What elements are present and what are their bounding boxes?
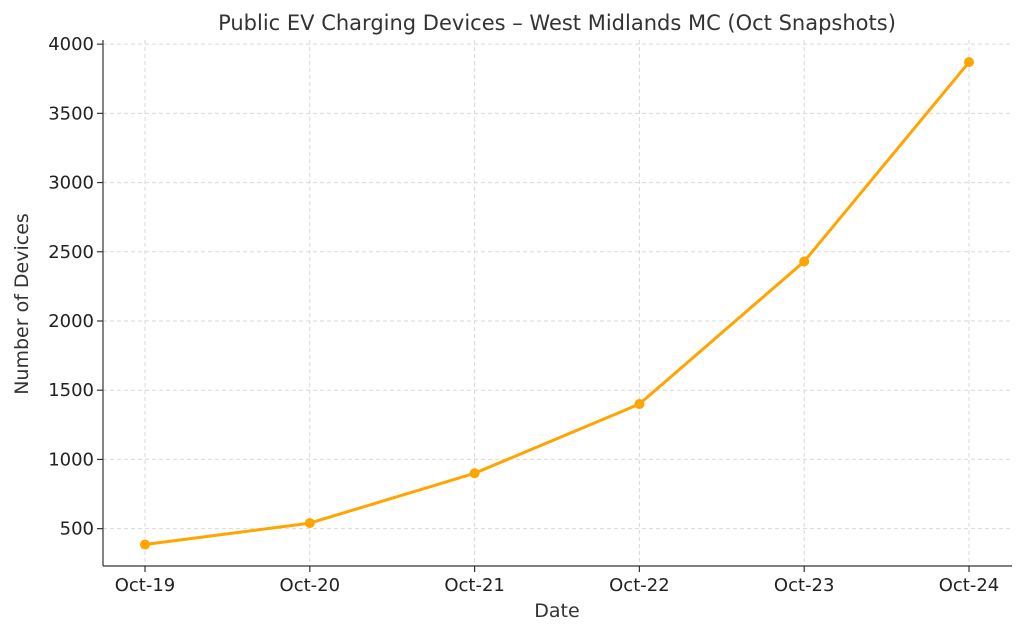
data-point (469, 468, 480, 479)
y-tick-label: 3000 (48, 173, 94, 194)
x-tick-label: Oct-19 (115, 575, 176, 596)
data-point (799, 256, 810, 267)
x-axis-label: Date (534, 600, 579, 622)
y-tick-label: 4000 (48, 34, 94, 55)
series-line (143, 60, 971, 547)
data-point (634, 399, 645, 410)
y-axis-label: Number of Devices (11, 213, 33, 395)
data-point (140, 539, 150, 550)
x-tick-label: Oct-24 (939, 575, 1000, 596)
axes (102, 40, 1012, 567)
series (140, 57, 974, 550)
x-tick-label: Oct-21 (444, 575, 505, 596)
data-point (304, 518, 315, 529)
y-tick-label: 3500 (48, 103, 94, 124)
y-tick-label: 2500 (48, 242, 94, 263)
y-tick-label: 2000 (48, 311, 94, 332)
data-point (964, 57, 974, 68)
x-tick-label: Oct-22 (609, 575, 670, 596)
x-tick-label: Oct-23 (774, 575, 835, 596)
x-tick-label: Oct-20 (280, 575, 341, 596)
chart-title: Public EV Charging Devices – West Midlan… (218, 11, 896, 35)
grid (103, 40, 1012, 566)
y-tick-label: 500 (60, 519, 94, 540)
ticks: 500 1000 1500 2000 2500 3000 3500 4000 Oct-19 Oct… (48, 34, 999, 596)
y-tick-label: 1000 (48, 449, 94, 470)
y-tick-label: 1500 (48, 380, 94, 401)
